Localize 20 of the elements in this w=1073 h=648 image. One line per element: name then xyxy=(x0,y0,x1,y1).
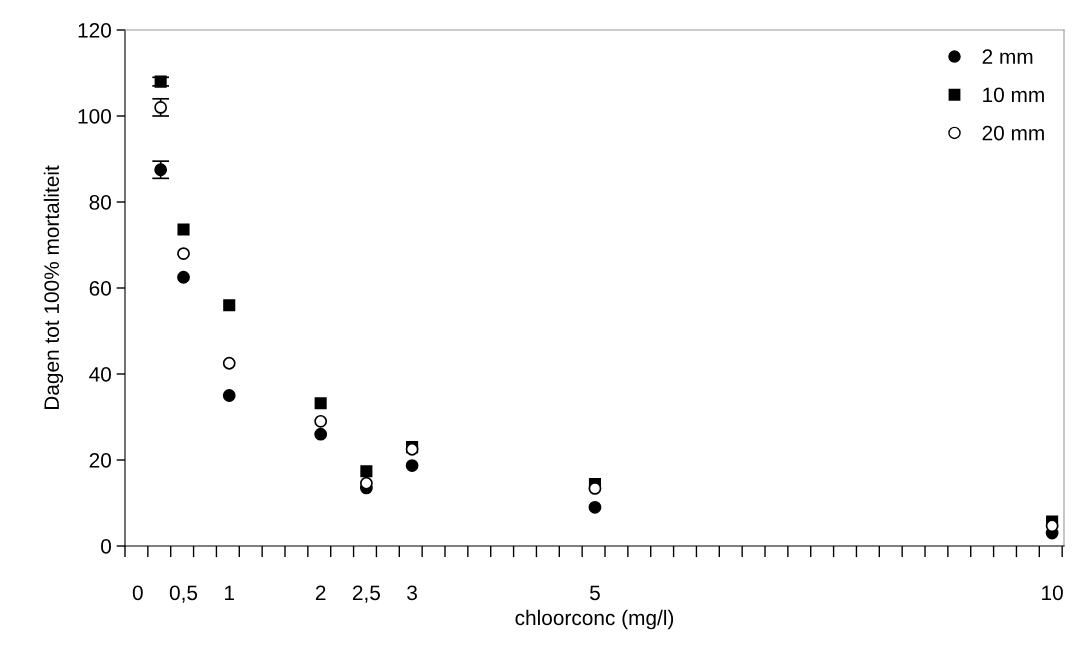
x-tick-label: 1 xyxy=(225,585,235,600)
x-tick-label: 2 xyxy=(315,585,326,600)
x-tick-label: 3 xyxy=(407,585,417,601)
y-tick-label: 120 xyxy=(78,23,111,38)
y-tick-label: 100 xyxy=(78,109,111,124)
x-tick-label: 0 xyxy=(132,585,143,601)
x-tick-label: 0,5 xyxy=(169,585,198,603)
x-axis-title: chloorconc (mg/l) xyxy=(515,609,674,630)
y-tick-label: 80 xyxy=(89,195,111,210)
legend-label: 20 mm xyxy=(982,125,1044,141)
y-tick-label: 40 xyxy=(89,367,111,382)
y-tick-label: 0 xyxy=(101,539,111,554)
y-tick-label: 20 xyxy=(89,453,111,468)
x-tick-label: 2,5 xyxy=(352,585,380,603)
y-tick-label: 60 xyxy=(89,281,111,296)
legend-label: 10 mm xyxy=(983,87,1044,103)
x-tick-label: 10 xyxy=(1042,585,1063,601)
x-tick-label: 5 xyxy=(590,585,600,601)
legend-label: 2 mm xyxy=(982,49,1033,64)
y-axis-title: Dagen tot 100% mortaliteit xyxy=(43,165,64,410)
